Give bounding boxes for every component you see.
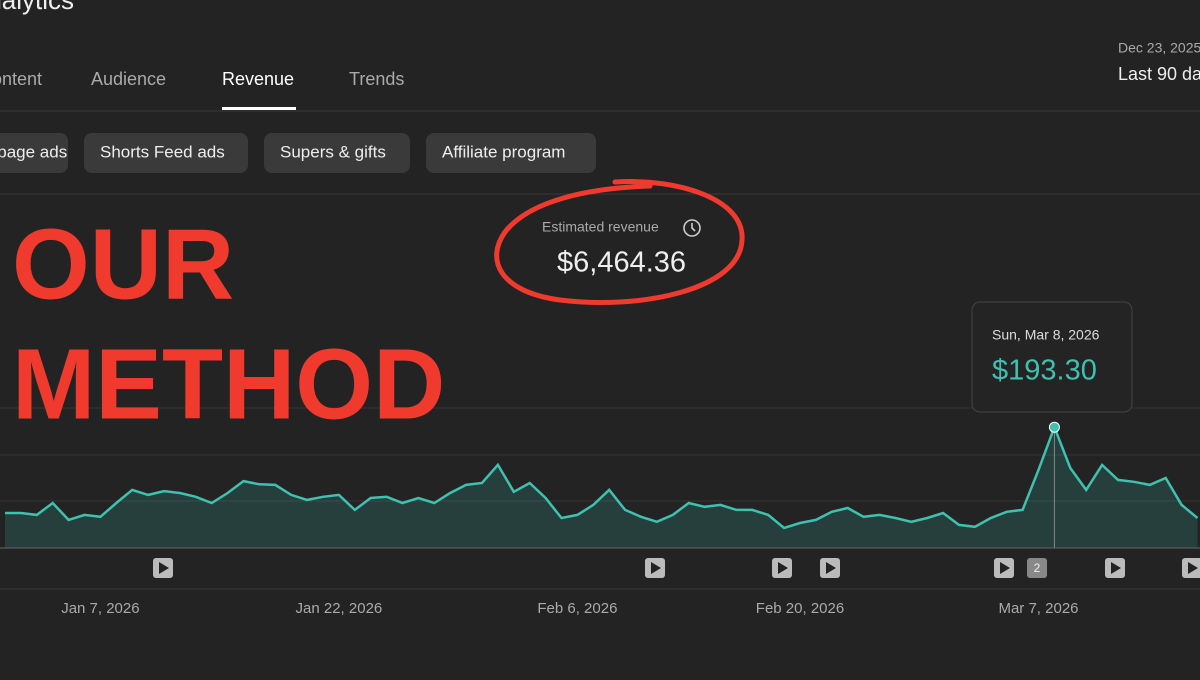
overlay-text: METHOD: [12, 328, 445, 440]
chip-label[interactable]: Supers & gifts: [280, 142, 386, 161]
chip-label[interactable]: Affiliate program: [442, 142, 565, 161]
chip[interactable]: [426, 133, 596, 173]
tab-active[interactable]: Revenue: [222, 69, 294, 89]
highlight-point: [1048, 421, 1060, 433]
x-tick-label: Feb 6, 2026: [537, 600, 617, 617]
x-tick-label: Jan 7, 2026: [61, 600, 139, 617]
highlight-ellipse: [494, 179, 745, 305]
play-icon: [159, 562, 169, 574]
clock-hands: [691, 223, 696, 232]
play-icon: [778, 562, 788, 574]
x-tick-label: Mar 7, 2026: [998, 600, 1078, 617]
play-icon: [826, 562, 836, 574]
area: [5, 427, 1198, 548]
tooltip-date: Sun, Mar 8, 2026: [992, 327, 1100, 343]
metric-label: Estimated revenue: [542, 219, 659, 235]
page-title: Analytics: [0, 0, 74, 15]
chip[interactable]: [264, 133, 410, 173]
play-icon: [1000, 562, 1010, 574]
date-range[interactable]: Last 90 days: [1118, 64, 1200, 84]
overlay-text: OUR: [12, 208, 234, 320]
play-icons: [159, 562, 1198, 574]
x-tick-label: Feb 20, 2026: [756, 600, 844, 617]
date-small: Dec 23, 2025: [1118, 40, 1200, 56]
chip[interactable]: [0, 133, 68, 173]
x-tick-label: Jan 22, 2026: [296, 600, 383, 617]
tab[interactable]: Audience: [91, 69, 166, 89]
chip-label[interactable]: Watch page ads: [0, 142, 67, 161]
chip[interactable]: [84, 133, 248, 173]
play-icon: [1188, 562, 1198, 574]
plot: [5, 421, 1199, 548]
clock-icon: [683, 219, 701, 237]
metric-value: $6,464.36: [557, 247, 686, 279]
play-icon: [1111, 562, 1121, 574]
tooltip-value: $193.30: [992, 355, 1097, 387]
tab[interactable]: Trends: [349, 69, 404, 89]
tab-underline: [222, 107, 296, 110]
chip-label[interactable]: Shorts Feed ads: [100, 142, 225, 161]
video-marker-group[interactable]: [1027, 558, 1047, 578]
marker-badge: 2: [1034, 561, 1041, 575]
play-icon: [651, 562, 661, 574]
line: [5, 423, 1199, 530]
tab[interactable]: Content: [0, 69, 42, 89]
tooltip: [971, 301, 1133, 413]
